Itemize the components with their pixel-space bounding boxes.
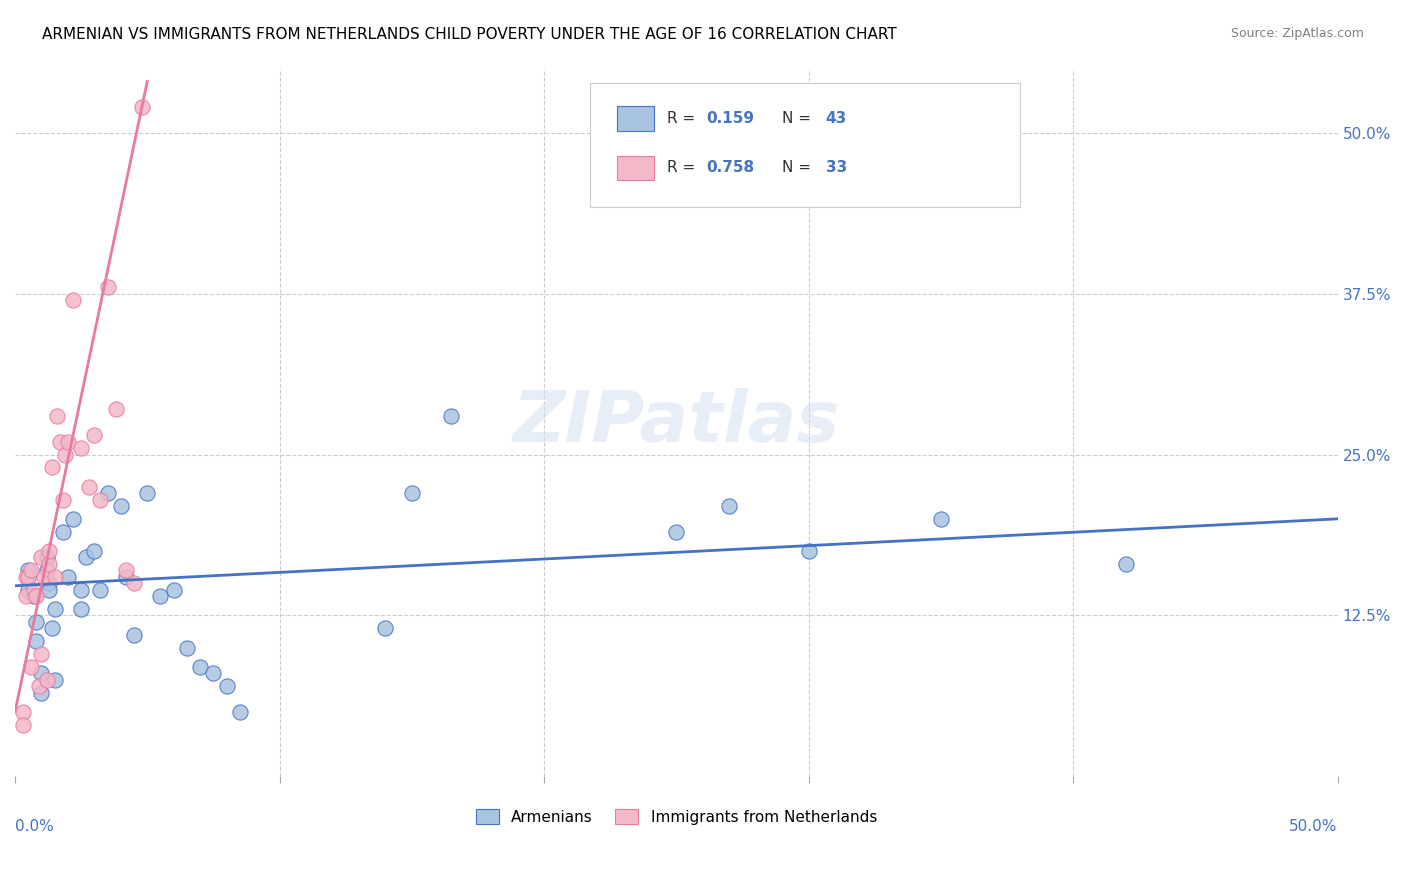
Point xyxy=(83,544,105,558)
Point xyxy=(374,621,396,635)
Point xyxy=(44,602,66,616)
FancyBboxPatch shape xyxy=(591,83,1021,207)
Point xyxy=(35,550,58,565)
Point xyxy=(83,428,105,442)
Point xyxy=(32,570,55,584)
Point xyxy=(25,589,48,603)
Point xyxy=(62,293,84,307)
Point xyxy=(62,512,84,526)
Point xyxy=(122,576,145,591)
Text: 0.0%: 0.0% xyxy=(15,819,53,834)
Point xyxy=(440,409,463,423)
Point xyxy=(202,666,225,681)
Point xyxy=(44,673,66,687)
Point xyxy=(25,634,48,648)
Point xyxy=(136,486,159,500)
Point xyxy=(52,492,75,507)
Point xyxy=(28,679,51,693)
Point xyxy=(22,582,45,597)
Point xyxy=(75,550,97,565)
Point xyxy=(97,486,120,500)
Point xyxy=(38,576,60,591)
Point xyxy=(17,570,39,584)
Text: 0.758: 0.758 xyxy=(707,160,755,175)
Text: R =: R = xyxy=(666,160,700,175)
Point xyxy=(163,582,186,597)
Point xyxy=(14,570,37,584)
Point xyxy=(38,582,60,597)
Text: N =: N = xyxy=(782,160,811,175)
FancyBboxPatch shape xyxy=(617,106,654,131)
Point xyxy=(30,666,52,681)
Point xyxy=(77,480,100,494)
Text: 43: 43 xyxy=(825,111,846,126)
Point xyxy=(70,582,93,597)
Point xyxy=(30,685,52,699)
Text: ARMENIAN VS IMMIGRANTS FROM NETHERLANDS CHILD POVERTY UNDER THE AGE OF 16 CORREL: ARMENIAN VS IMMIGRANTS FROM NETHERLANDS … xyxy=(42,27,897,42)
Text: 50.0%: 50.0% xyxy=(1289,819,1337,834)
Point xyxy=(38,557,60,571)
Point xyxy=(401,486,423,500)
Point xyxy=(89,492,111,507)
Point xyxy=(52,524,75,539)
Point xyxy=(22,589,45,603)
Point xyxy=(1115,557,1137,571)
Point xyxy=(215,679,238,693)
Point xyxy=(20,563,42,577)
Point xyxy=(41,460,63,475)
Point xyxy=(131,100,153,114)
Point xyxy=(11,705,34,719)
Point xyxy=(49,434,72,449)
Point xyxy=(149,589,172,603)
Point xyxy=(665,524,688,539)
Point xyxy=(17,582,39,597)
Point xyxy=(176,640,198,655)
Point xyxy=(35,563,58,577)
Point xyxy=(30,647,52,661)
Point xyxy=(70,441,93,455)
Point xyxy=(25,615,48,629)
Point xyxy=(30,550,52,565)
Point xyxy=(41,621,63,635)
Point xyxy=(188,660,211,674)
Point xyxy=(104,402,127,417)
Text: N =: N = xyxy=(782,111,811,126)
Point xyxy=(14,589,37,603)
Text: R =: R = xyxy=(666,111,700,126)
Point xyxy=(20,660,42,674)
Legend: Armenians, Immigrants from Netherlands: Armenians, Immigrants from Netherlands xyxy=(468,801,884,832)
Point xyxy=(929,512,952,526)
Point xyxy=(115,570,138,584)
Point xyxy=(53,448,76,462)
Point xyxy=(122,627,145,641)
Text: 33: 33 xyxy=(825,160,846,175)
Point xyxy=(797,544,820,558)
Point xyxy=(17,563,39,577)
Point xyxy=(97,280,120,294)
Text: 0.159: 0.159 xyxy=(707,111,755,126)
Point xyxy=(70,602,93,616)
Point xyxy=(56,570,79,584)
FancyBboxPatch shape xyxy=(617,155,654,180)
Text: ZIPatlas: ZIPatlas xyxy=(513,388,839,457)
Point xyxy=(56,434,79,449)
Point xyxy=(46,409,69,423)
Point xyxy=(11,717,34,731)
Point xyxy=(718,499,741,513)
Point xyxy=(110,499,132,513)
Point xyxy=(229,705,252,719)
Point xyxy=(115,563,138,577)
Point xyxy=(35,673,58,687)
Point xyxy=(44,570,66,584)
Text: Source: ZipAtlas.com: Source: ZipAtlas.com xyxy=(1230,27,1364,40)
Point xyxy=(38,544,60,558)
Point xyxy=(17,570,39,584)
Point xyxy=(89,582,111,597)
